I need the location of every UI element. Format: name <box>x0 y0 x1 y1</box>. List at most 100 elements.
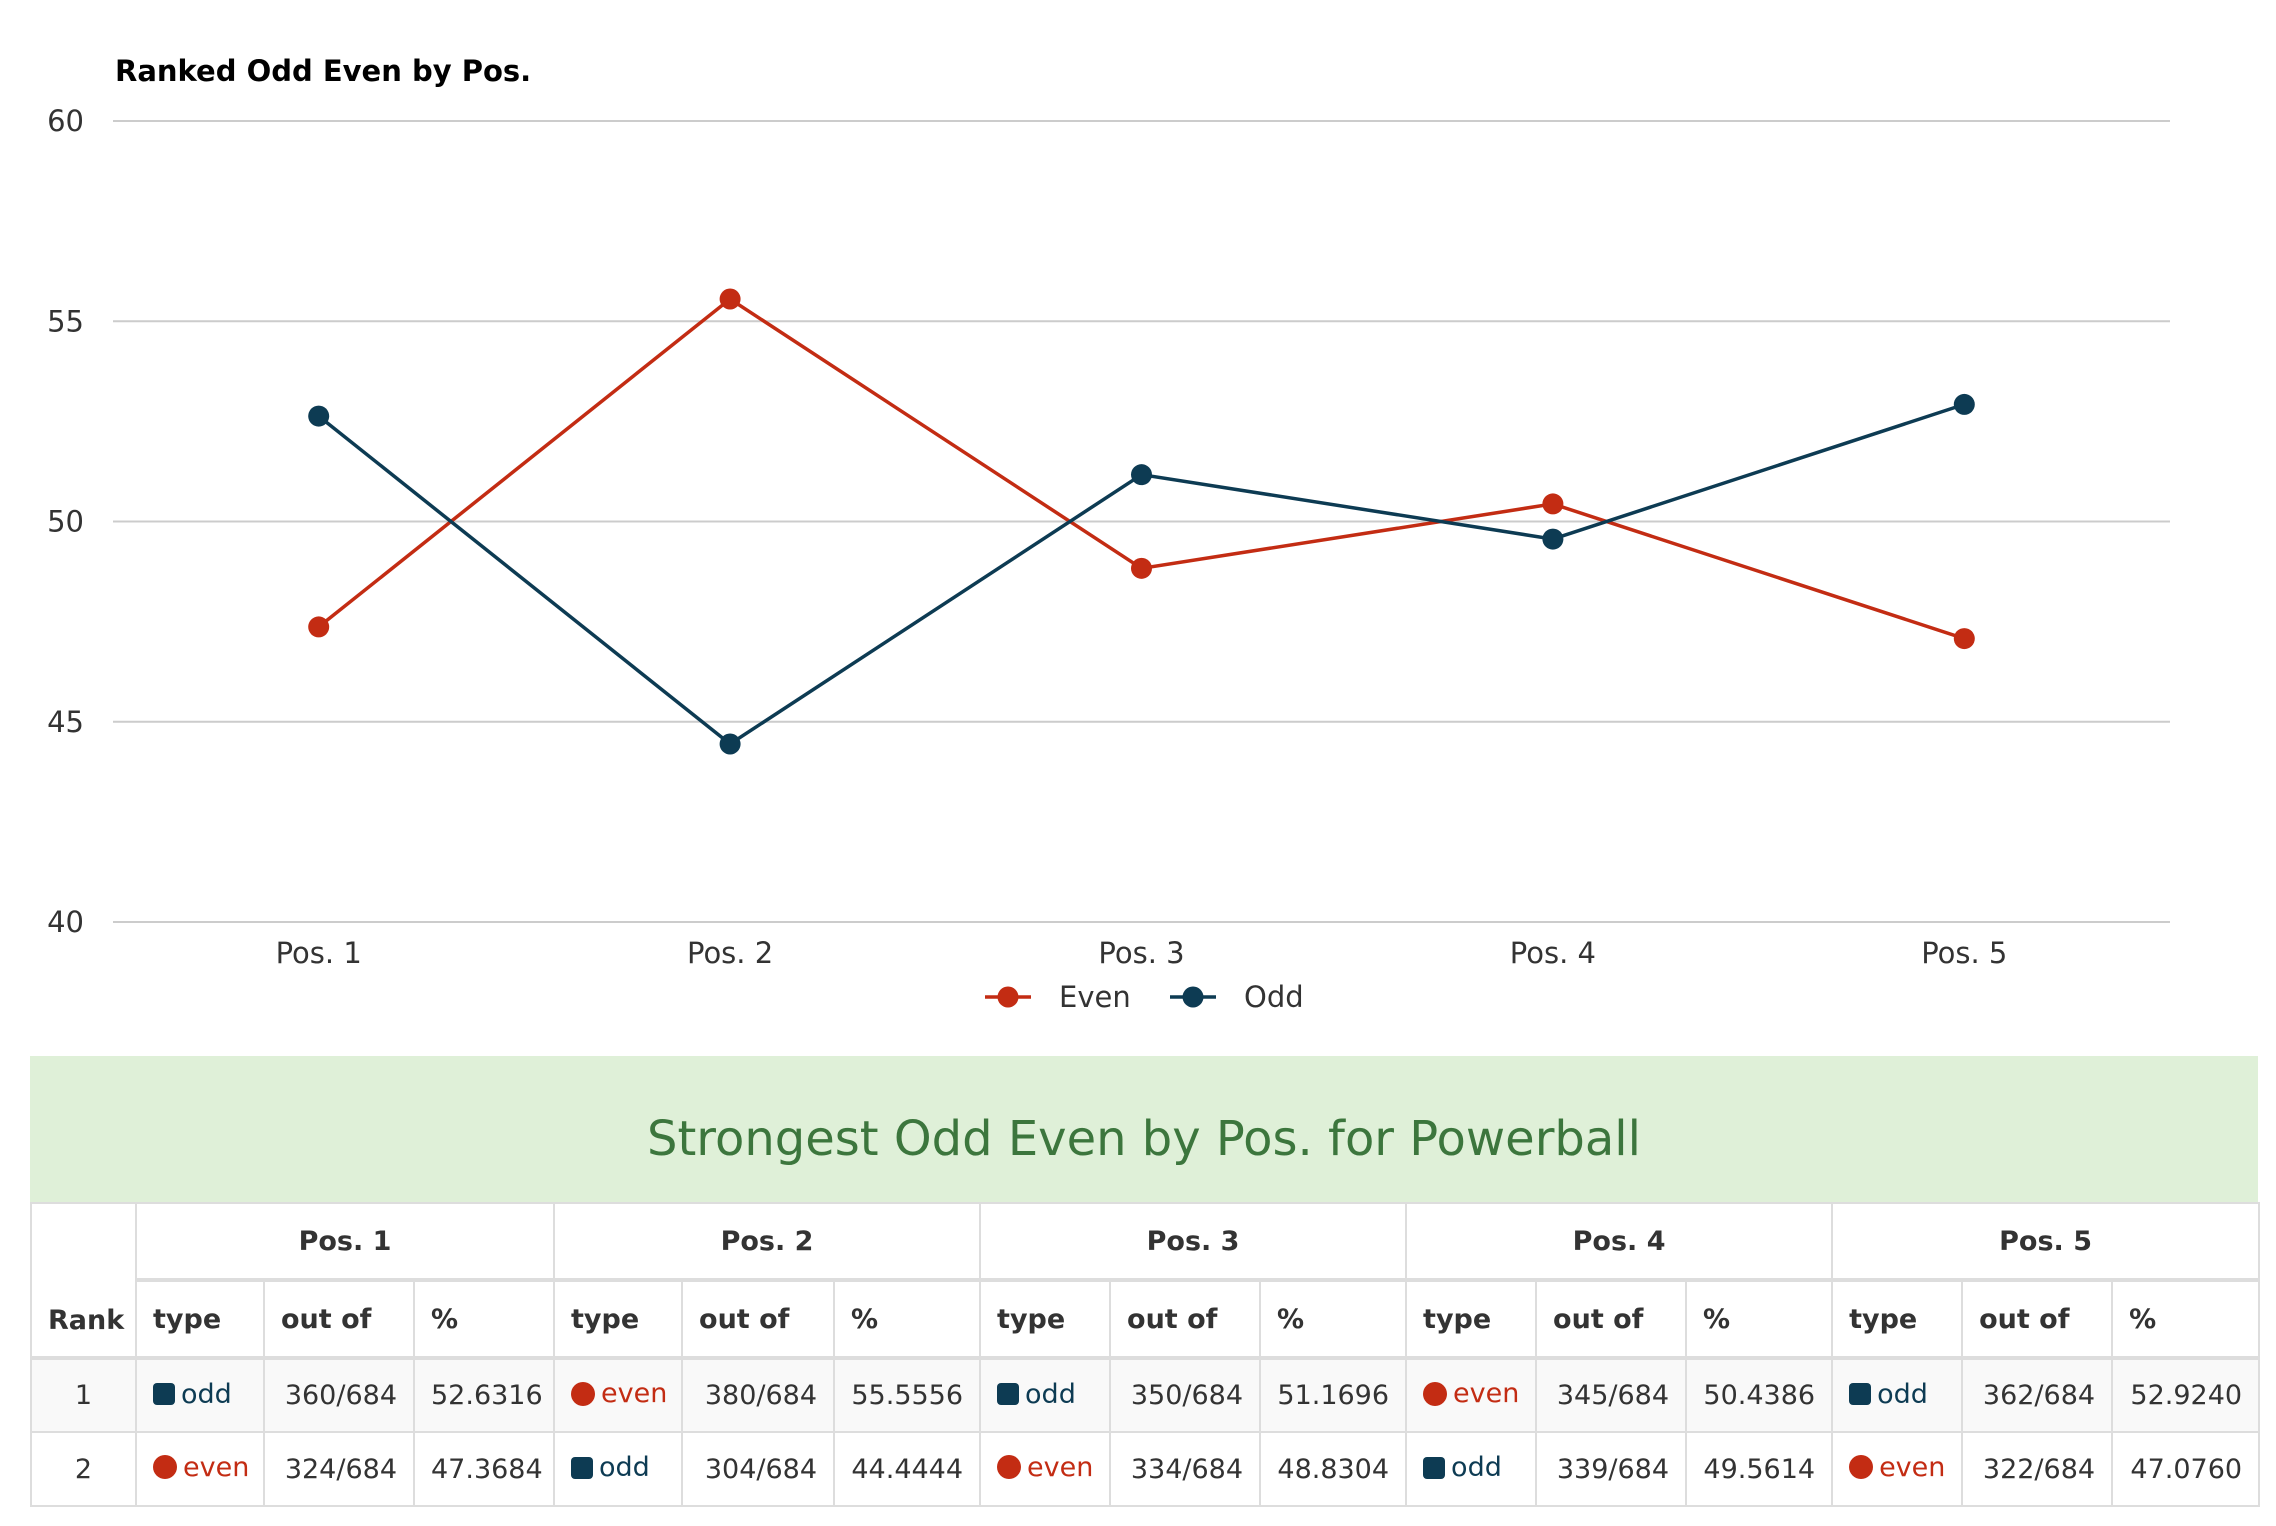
column-header-out-of: out of <box>681 1279 836 1360</box>
type-label: odd <box>1451 1452 1502 1484</box>
position-header: Pos. 3 <box>979 1202 1408 1282</box>
percent-cell: 47.0760 <box>2111 1431 2261 1507</box>
data-point-odd <box>308 405 330 427</box>
percent-cell: 52.6316 <box>412 1357 556 1433</box>
chart-title: Ranked Odd Even by Pos. <box>115 54 531 88</box>
column-header-out-of: out of <box>263 1279 415 1360</box>
column-header-pct: % <box>833 1279 982 1360</box>
data-point-odd <box>1953 393 1975 415</box>
type-cell: odd <box>1831 1357 1964 1433</box>
type-cell: even <box>979 1431 1112 1507</box>
out-of-cell: 304/684 <box>681 1431 836 1507</box>
column-header-out-of: out of <box>1961 1279 2114 1360</box>
type-label: even <box>601 1378 668 1410</box>
column-header-pct: % <box>2111 1279 2261 1360</box>
table-row: 1 odd 360/684 52.6316 even 380/684 55.5556 odd 3… <box>30 1357 2261 1433</box>
table-header: Strongest Odd Even by Pos. for Powerball <box>30 1056 2258 1202</box>
data-point-even <box>1542 493 1564 515</box>
odd-square-icon <box>153 1383 175 1406</box>
type-label: even <box>183 1451 250 1483</box>
out-of-cell: 324/684 <box>263 1431 415 1507</box>
out-of-cell: 322/684 <box>1961 1431 2114 1507</box>
odd-square-icon <box>1849 1383 1872 1406</box>
even-circle-icon <box>997 1455 1022 1480</box>
percent-cell: 44.4444 <box>833 1431 982 1507</box>
type-cell: even <box>1831 1431 1964 1507</box>
type-cell: odd <box>1405 1431 1538 1507</box>
position-header: Pos. 1 <box>134 1202 556 1282</box>
type-label: even <box>1453 1378 1520 1410</box>
y-tick-label: 50 <box>47 505 84 539</box>
rank-cell: 1 <box>30 1357 137 1433</box>
type-label: odd <box>599 1452 650 1484</box>
percent-cell: 50.4386 <box>1685 1357 1834 1433</box>
stats-table: Rank Pos. 1 Pos. 2 Pos. 3 Pos. 4 Pos. 5 … <box>30 1202 2261 1507</box>
x-tick-label: Pos. 2 <box>687 936 773 970</box>
type-cell: odd <box>553 1431 684 1507</box>
data-point-even <box>719 288 741 310</box>
position-header: Pos. 4 <box>1405 1202 1834 1282</box>
type-label: even <box>1027 1451 1094 1483</box>
y-tick-label: 45 <box>47 705 84 739</box>
rank-cell: 2 <box>30 1431 137 1507</box>
stats-table-panel: Strongest Odd Even by Pos. for Powerball… <box>30 1056 2261 1507</box>
column-header-pct: % <box>1259 1279 1408 1360</box>
column-header-type: type <box>1405 1279 1538 1360</box>
odd-square-icon <box>571 1456 594 1479</box>
percent-cell: 47.3684 <box>412 1431 556 1507</box>
out-of-cell: 350/684 <box>1109 1357 1262 1433</box>
out-of-cell: 360/684 <box>263 1357 415 1433</box>
type-label: odd <box>181 1378 232 1410</box>
column-header-type: type <box>553 1279 684 1360</box>
y-tick-label: 60 <box>47 104 84 138</box>
data-point-even <box>1953 628 1975 650</box>
data-point-odd <box>719 733 741 755</box>
y-tick-label: 55 <box>47 304 84 338</box>
column-header-type: type <box>135 1279 265 1360</box>
rank-header: Rank <box>30 1202 137 1360</box>
position-header: Pos. 5 <box>1831 1202 2261 1282</box>
type-label: odd <box>1877 1378 1928 1410</box>
odd-square-icon <box>997 1383 1020 1406</box>
out-of-cell: 345/684 <box>1535 1357 1688 1433</box>
percent-cell: 49.5614 <box>1685 1431 1834 1507</box>
type-label: even <box>1879 1451 1946 1483</box>
x-tick-label: Pos. 4 <box>1510 936 1596 970</box>
percent-cell: 55.5556 <box>833 1357 982 1433</box>
even-circle-icon <box>1849 1455 1874 1480</box>
type-cell: odd <box>135 1357 265 1433</box>
out-of-cell: 362/684 <box>1961 1357 2114 1433</box>
legend-marker <box>1182 986 1204 1008</box>
even-circle-icon <box>153 1455 177 1480</box>
x-tick-label: Pos. 1 <box>276 936 362 970</box>
data-point-even <box>1131 557 1152 579</box>
column-header-type: type <box>1831 1279 1964 1360</box>
table-row: 2 even 324/684 47.3684 odd 304/684 44.4444 even… <box>30 1431 2261 1507</box>
legend-marker <box>997 986 1019 1008</box>
data-point-odd <box>1542 528 1564 550</box>
data-point-odd <box>1131 464 1152 486</box>
column-header-row: type out of% type out of% type out of% type out… <box>31 1279 2261 1360</box>
out-of-cell: 339/684 <box>1535 1431 1688 1507</box>
legend-label: Odd <box>1244 980 1304 1014</box>
column-header-pct: % <box>412 1279 556 1360</box>
table-body: 1 odd 360/684 52.6316 even 380/684 55.5556 odd 3… <box>30 1357 2261 1507</box>
legend-label: Even <box>1059 980 1131 1014</box>
column-header-type: type <box>979 1279 1112 1360</box>
percent-cell: 51.1696 <box>1259 1357 1408 1433</box>
even-circle-icon <box>1423 1381 1448 1406</box>
y-tick-label: 40 <box>47 905 84 939</box>
out-of-cell: 380/684 <box>681 1357 836 1433</box>
odd-square-icon <box>1423 1456 1446 1479</box>
column-header-out-of: out of <box>1535 1279 1688 1360</box>
x-tick-label: Pos. 3 <box>1098 936 1184 970</box>
x-tick-label: Pos. 5 <box>1921 936 2007 970</box>
position-header-row: Rank Pos. 1 Pos. 2 Pos. 3 Pos. 4 Pos. 5 <box>30 1202 2261 1360</box>
data-point-even <box>308 616 330 638</box>
type-cell: even <box>553 1357 684 1433</box>
type-cell: even <box>135 1431 265 1507</box>
percent-cell: 48.8304 <box>1259 1431 1408 1507</box>
type-label: odd <box>1025 1378 1076 1410</box>
table-title: Strongest Odd Even by Pos. for Powerball <box>647 1111 1641 1167</box>
position-header: Pos. 2 <box>553 1202 982 1282</box>
